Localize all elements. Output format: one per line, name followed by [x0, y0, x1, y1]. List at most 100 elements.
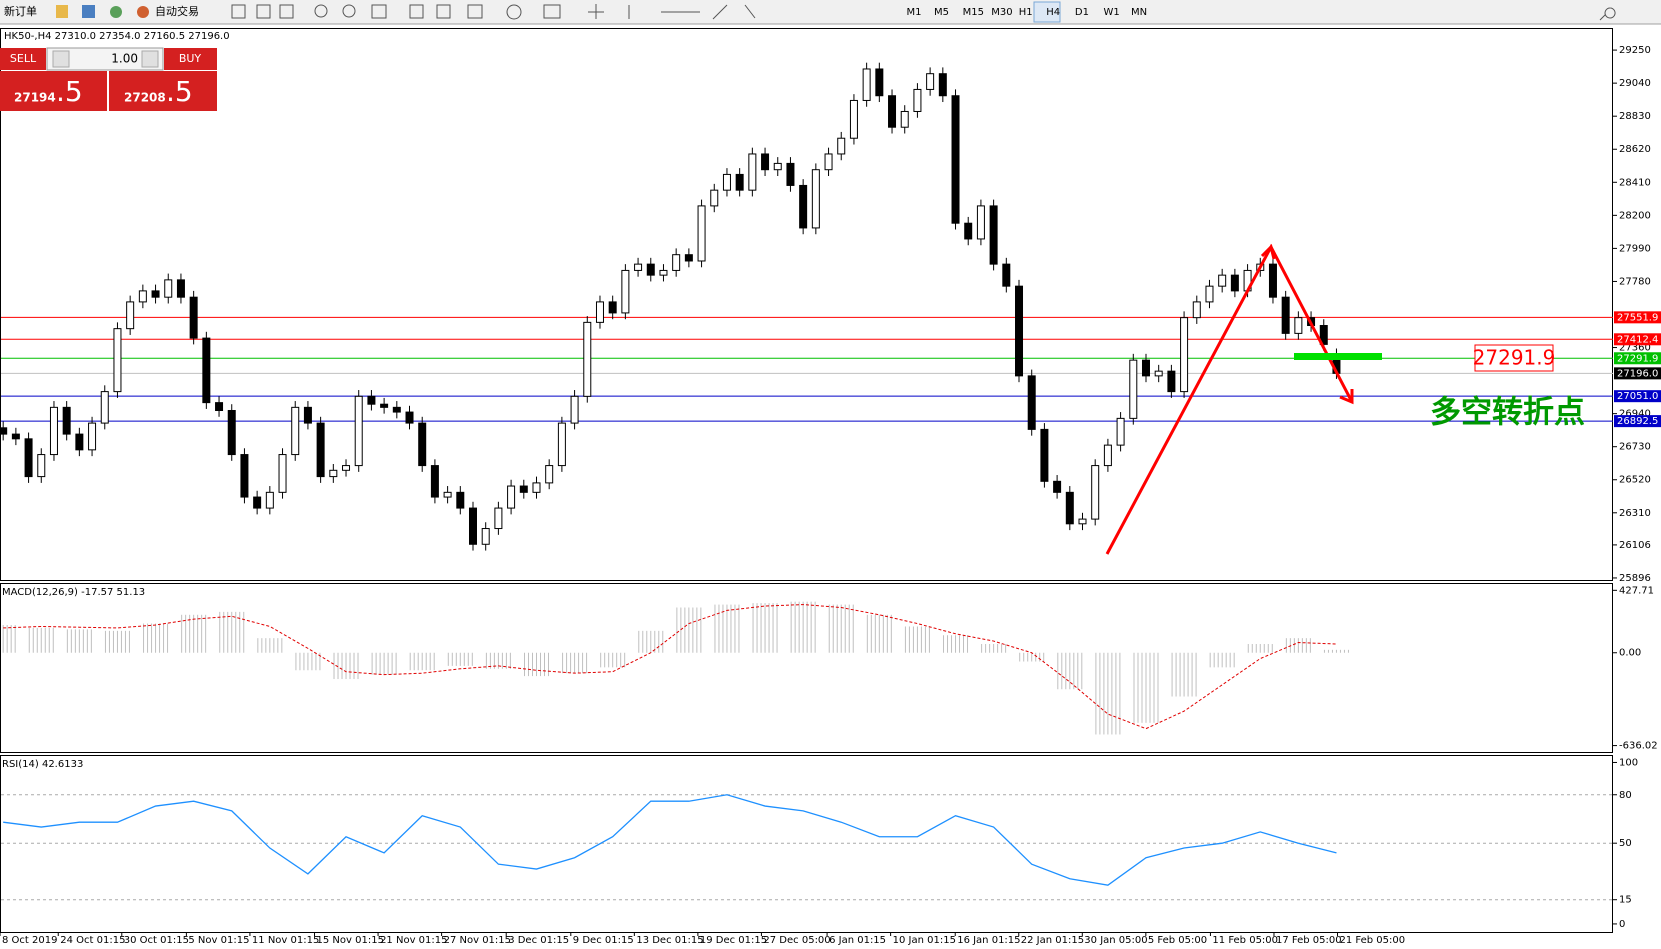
- sell-price: 27194: [14, 91, 56, 105]
- candle-body: [786, 162, 795, 186]
- candle-body: [748, 153, 757, 191]
- buy-button[interactable]: [164, 48, 217, 70]
- lot-down[interactable]: [52, 50, 70, 68]
- candle-body: [1180, 317, 1189, 393]
- candle-body: [1218, 274, 1227, 287]
- candle-body: [418, 422, 427, 467]
- y-tick-label: 28410: [1619, 177, 1651, 188]
- main-pane: [0, 28, 1613, 581]
- rsi-line: [3, 794, 1337, 886]
- candle-body: [1027, 375, 1036, 430]
- price-level-tag: [1614, 367, 1661, 380]
- lot-up[interactable]: [141, 50, 159, 68]
- icon: [56, 5, 68, 18]
- candle-body: [24, 438, 33, 478]
- icon: [110, 6, 122, 18]
- lot-input[interactable]: [46, 47, 164, 71]
- candle-body: [926, 73, 935, 90]
- x-tick-label: 16 Jan 01:15: [957, 935, 1020, 946]
- x-tick-label: 10 Jan 01:15: [893, 935, 956, 946]
- candle-body: [1230, 274, 1239, 292]
- timeframe-button[interactable]: M15: [963, 7, 984, 18]
- candle-body: [735, 173, 744, 191]
- price-level-tag: [1614, 390, 1661, 403]
- candle-body: [1167, 370, 1176, 393]
- candle-body: [291, 406, 300, 456]
- x-tick-label: 21 Nov 01:15: [380, 935, 447, 946]
- timeframe-button[interactable]: W1: [1103, 7, 1119, 18]
- x-tick-label: 11 Nov 01:15: [252, 935, 319, 946]
- candle-body: [240, 454, 249, 498]
- y-tick-label: 28200: [1619, 210, 1651, 221]
- sell-label[interactable]: SELL: [10, 52, 37, 65]
- buy-price: 27208: [124, 91, 166, 105]
- price-level-label: 27551.9: [1617, 312, 1658, 323]
- candle-body: [1040, 428, 1049, 482]
- new-order-button[interactable]: 新订单: [4, 4, 37, 18]
- candle-body: [367, 395, 376, 405]
- sell-button[interactable]: [0, 48, 46, 70]
- y-tick-label: 80: [1619, 790, 1632, 801]
- price-level-tag: [1614, 311, 1661, 324]
- timeframe-button[interactable]: H4: [1046, 7, 1060, 18]
- y-tick-label: 0.00: [1619, 648, 1641, 659]
- candle-body: [824, 153, 833, 171]
- price-level-label: 26892.5: [1617, 416, 1658, 427]
- candle-body: [532, 482, 541, 493]
- candle-body: [595, 301, 604, 323]
- candle-body: [672, 254, 681, 271]
- toolbar: [0, 0, 1661, 24]
- annotation-text: 多空转折点: [1430, 395, 1585, 431]
- x-tick-label: 21 Feb 05:00: [1340, 935, 1406, 946]
- timeframe-button[interactable]: M1: [907, 7, 922, 18]
- candle-body: [1091, 465, 1100, 520]
- lot-value[interactable]: 1.00: [111, 52, 138, 66]
- y-tick-label: 29250: [1619, 45, 1651, 56]
- candle-body: [265, 491, 274, 509]
- candle-body: [227, 409, 236, 456]
- trend-arrow: [1105, 243, 1354, 555]
- trade-panel: SELL 1.00 BUY 27194 .5 27208 .5: [0, 47, 217, 111]
- x-tick-label: 8 Oct 2019: [2, 935, 57, 946]
- candle-body: [1116, 417, 1125, 446]
- y-tick-label: 100: [1619, 757, 1638, 768]
- chart-layers: 29250 29040 28830 28620 28410 28200 27990 27780…: [0, 45, 1661, 946]
- sell-price-box[interactable]: [0, 71, 107, 111]
- candle-body: [1268, 263, 1277, 298]
- y-tick-label: 26730: [1619, 442, 1651, 453]
- candle-body: [1192, 301, 1201, 319]
- timeframe-button[interactable]: D1: [1075, 7, 1089, 18]
- icon: [137, 6, 149, 18]
- candle-body: [1129, 359, 1138, 419]
- candle-body: [316, 422, 325, 478]
- candle-body: [684, 254, 693, 262]
- y-tick-label: 29040: [1619, 78, 1651, 89]
- candle-body: [964, 222, 973, 240]
- rsi-title: RSI(14) 42.6133: [2, 759, 83, 770]
- candle-body: [570, 395, 579, 424]
- candle-body: [253, 496, 262, 509]
- auto-trading-button[interactable]: 自动交易: [155, 4, 199, 18]
- price-level-tag: [1614, 415, 1661, 428]
- buy-price-box[interactable]: [109, 71, 217, 111]
- macd-pane: [0, 583, 1613, 753]
- candle-body: [405, 411, 414, 424]
- candle-body: [557, 422, 566, 467]
- candle-body: [1141, 359, 1150, 377]
- candle-body: [634, 263, 643, 271]
- buy-label[interactable]: BUY: [179, 52, 202, 65]
- rsi-pane: [0, 755, 1613, 933]
- x-tick-label: 30 Oct 01:15: [124, 935, 189, 946]
- candle-body: [151, 290, 160, 298]
- candle-body: [481, 528, 490, 545]
- timeframe-button[interactable]: M5: [934, 7, 949, 18]
- candle-body: [456, 491, 465, 509]
- candle-body: [862, 68, 871, 101]
- timeframe-button[interactable]: M30: [991, 7, 1012, 18]
- timeframe-button[interactable]: MN: [1131, 7, 1147, 18]
- timeframe-button[interactable]: H1: [1019, 7, 1033, 18]
- candle-body: [202, 337, 211, 404]
- x-tick-label: 15 Nov 01:15: [317, 935, 384, 946]
- candle-body: [1078, 518, 1087, 525]
